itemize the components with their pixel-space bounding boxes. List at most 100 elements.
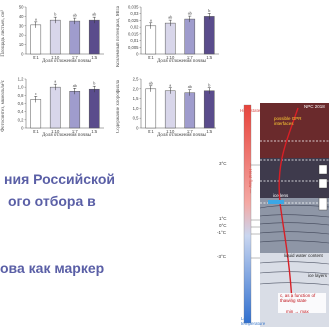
x-tick-label: 1:7: [72, 55, 78, 60]
x-tick-label: 1:5: [91, 55, 97, 60]
y-tick-label: 0,8: [18, 93, 24, 98]
x-tick-label: 1:5: [206, 129, 212, 134]
headline-line-3: ова как маркер: [0, 260, 105, 276]
x-axis-label: Доля отложения почвы: [157, 59, 207, 64]
temp-3: 3°C: [219, 161, 227, 166]
significance-letter: ab: [188, 84, 192, 89]
x-tick-label: 1:10: [166, 129, 175, 134]
y-tick-label: 0,2: [18, 117, 24, 122]
y-tick-label: 0,005: [128, 45, 139, 50]
significance-letter: ab: [92, 12, 96, 17]
bar-chart-leaf-area: Площадь листьев, см² 50 40 30 20 10 0 a 0:1 b 1:1…: [0, 2, 110, 66]
bar: [69, 91, 81, 129]
significance-letter: b: [93, 81, 95, 86]
bar: [49, 86, 61, 129]
x-tick-label: 0:1: [33, 129, 39, 134]
y-tick-label: 0,015: [128, 31, 139, 36]
tag-label: NPC 2018: [304, 104, 325, 109]
bar: [203, 90, 215, 129]
y-tick-label: 0,4: [18, 109, 24, 114]
y-tick-label: 0,01: [130, 38, 139, 43]
x-axis-label: Доля отложения почвы: [42, 133, 92, 138]
bar: [49, 19, 61, 55]
bar: [145, 88, 157, 129]
y-tick-label: 2,5: [133, 77, 139, 82]
chart-plot: 50 40 30 20 10 0 a 0:1 b 1:10 ab 1:7 ab 1:5: [19, 5, 104, 60]
bar: [88, 19, 100, 55]
y-axis-label: Площадь листьев, см²: [1, 10, 6, 57]
significance-letter: b: [208, 82, 210, 87]
x-tick-label: 0:1: [148, 55, 154, 60]
significance-letter: ab: [149, 80, 153, 85]
chart-plot: 1,2 1,0 0,8 0,6 0,4 0,2 0 c 0:1 a 1:10 ab 1:7 b 1:5: [18, 77, 104, 134]
x-tick-label: 0:1: [33, 55, 39, 60]
significance-letter: a: [150, 17, 152, 22]
y-axis-label: Ксилемный потенциал, МПа: [116, 6, 121, 68]
bar: [184, 92, 196, 129]
y-tick-label: 1,0: [18, 85, 24, 90]
ice-layers-label: ice layers: [308, 273, 328, 278]
bar-chart-photosynthesis: Фотосинтез, мкмоль/м²с 1,2 1,0 0,8 0,6 0,4 0,…: [0, 74, 110, 140]
bar: [145, 25, 157, 55]
significance-letter: ab: [168, 15, 172, 20]
y-tick-label: 50: [19, 5, 24, 10]
significance-letter: ab: [73, 13, 77, 18]
y-tick-label: 30: [19, 23, 24, 28]
significance-letter: ab: [188, 11, 192, 16]
minmax-label: min → max: [286, 309, 309, 314]
y-tick-label: 0: [136, 126, 139, 131]
y-tick-label: 0: [21, 126, 24, 131]
soil-profile-diagram: High state — Heat flow — 3°C 1°C 0°C -1°…: [216, 103, 329, 327]
liquid-water-label: liquid water content: [284, 253, 323, 258]
temp-1: 1°C: [219, 216, 227, 221]
significance-letter: a: [54, 79, 56, 84]
bar: [184, 18, 196, 55]
y-axis-label: Содержание хлорофилла: [116, 80, 121, 134]
y-tick-label: 2,0: [133, 86, 139, 91]
x-tick-label: 1:7: [187, 129, 193, 134]
diagram-graphic: [216, 103, 329, 327]
significance-letter: c: [35, 91, 37, 96]
y-tick-label: 0,035: [128, 5, 139, 10]
bar-chart-xylem: Ксилемный потенциал, МПа 0,035 0,03 0,025 0…: [115, 2, 225, 68]
heat-flow-label: — Heat flow —: [248, 163, 253, 194]
y-tick-label: 0: [21, 52, 24, 57]
significance-letter: a: [169, 82, 171, 87]
chart-plot: 2,5 2,0 1,5 1,0 0,5 0 ab 0:1 a 1:10 ab 1:7 b 1:5: [133, 77, 219, 134]
y-tick-label: 20: [19, 33, 24, 38]
y-tick-label: 1,2: [18, 77, 24, 82]
x-axis-label: Доля отложения почвы: [157, 133, 207, 138]
x-tick-label: 1:5: [91, 129, 97, 134]
headline-line-1: ния Российской: [4, 171, 116, 187]
y-tick-label: 1,5: [133, 96, 139, 101]
x-tick-label: 1:10: [51, 129, 60, 134]
high-state-label: High state: [240, 108, 261, 113]
significance-letter: ab: [73, 83, 77, 88]
ice-lens-label: ice lens: [273, 193, 289, 198]
y-tick-label: 0,5: [133, 116, 139, 121]
significance-letter: a: [35, 16, 37, 21]
function-label: c, as a function of thawing state: [280, 293, 316, 303]
x-tick-label: 0:1: [148, 129, 154, 134]
bar: [30, 99, 42, 129]
bar: [88, 88, 100, 129]
low-state-label: Low temperature: [241, 316, 266, 326]
bar: [30, 24, 42, 55]
bar: [203, 16, 215, 55]
x-tick-label: 1:10: [166, 55, 175, 60]
temp-minus3: -3°C: [217, 254, 227, 259]
x-axis-label: Доля отложения почвы: [42, 59, 92, 64]
y-tick-label: 0,02: [130, 25, 139, 30]
y-tick-label: 0,025: [128, 18, 139, 23]
bar: [69, 20, 81, 55]
bar: [164, 90, 176, 129]
bar: [164, 22, 176, 55]
x-tick-label: 1:7: [187, 55, 193, 60]
temp-minus1: -1°C: [217, 230, 227, 235]
y-tick-label: 1,0: [133, 106, 139, 111]
gpr-interfaces-label: possible GPR interfaces: [274, 116, 302, 126]
y-axis-label: Фотосинтез, мкмоль/м²с: [1, 80, 6, 132]
y-tick-label: 40: [19, 14, 24, 19]
headline-line-2: ого отбора в: [8, 193, 96, 209]
